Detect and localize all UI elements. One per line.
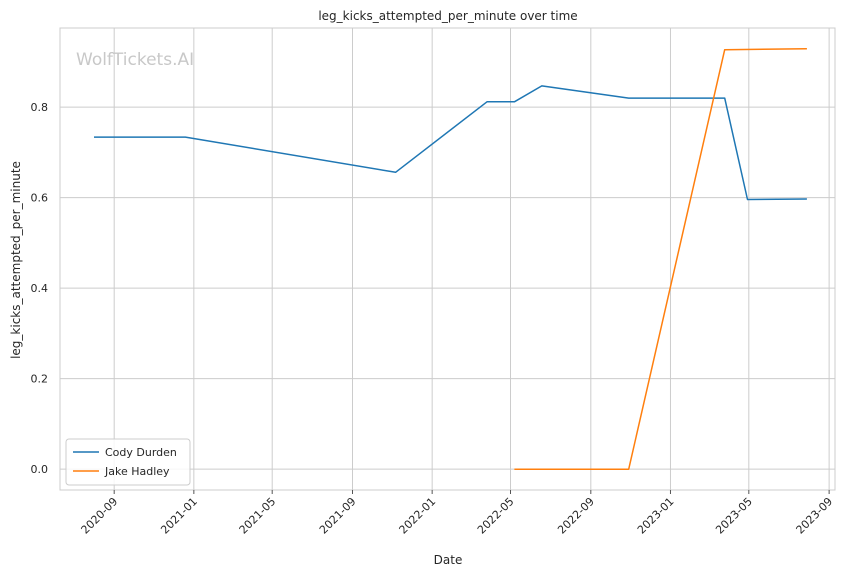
plot-area	[59, 27, 836, 491]
series-line-cody-durden	[94, 85, 807, 201]
y-tick-label: 0.0	[31, 463, 49, 476]
y-tick-label: 0.6	[31, 192, 49, 205]
series-lines	[94, 48, 807, 470]
x-tick-label: 2023-01	[635, 495, 677, 537]
x-tick-label: 2021-09	[317, 495, 359, 537]
x-tick-label: 2022-09	[555, 495, 597, 537]
x-tick-label: 2021-01	[158, 495, 200, 537]
x-tick-label: 2022-01	[397, 495, 439, 537]
x-tick-label: 2023-09	[794, 495, 836, 537]
x-tick-label: 2022-05	[475, 495, 517, 537]
legend-box	[65, 438, 191, 486]
y-tick-label: 0.4	[31, 282, 49, 295]
series-line-jake-hadley	[514, 48, 807, 470]
legend: Cody Durden Jake Hadley	[65, 438, 191, 486]
x-tick-label: 2020-09	[79, 495, 121, 537]
y-axis-title: leg_kicks_attempted_per_minute	[9, 161, 23, 359]
watermark: WolfTickets.AI	[76, 50, 194, 70]
chart-title: leg_kicks_attempted_per_minute over time	[318, 9, 577, 23]
x-tick-label: 2021-05	[237, 495, 279, 537]
legend-label-jake-hadley: Jake Hadley	[104, 465, 170, 478]
x-tick-label: 2023-05	[713, 495, 755, 537]
x-axis-title: Date	[434, 553, 463, 567]
y-tick-label: 0.2	[31, 373, 49, 386]
legend-label-cody-durden: Cody Durden	[105, 446, 177, 459]
y-tick-label: 0.8	[31, 101, 49, 114]
